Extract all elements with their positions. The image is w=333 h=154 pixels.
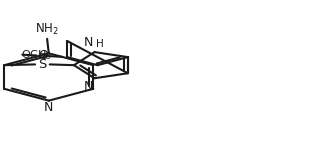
Text: N: N — [44, 101, 54, 114]
Text: O: O — [38, 49, 48, 62]
Text: N: N — [84, 80, 93, 93]
Text: S: S — [38, 58, 47, 71]
Text: N: N — [84, 36, 93, 49]
Text: OCH$_3$: OCH$_3$ — [21, 48, 52, 62]
Text: H: H — [96, 39, 104, 49]
Text: NH$_2$: NH$_2$ — [35, 22, 59, 37]
